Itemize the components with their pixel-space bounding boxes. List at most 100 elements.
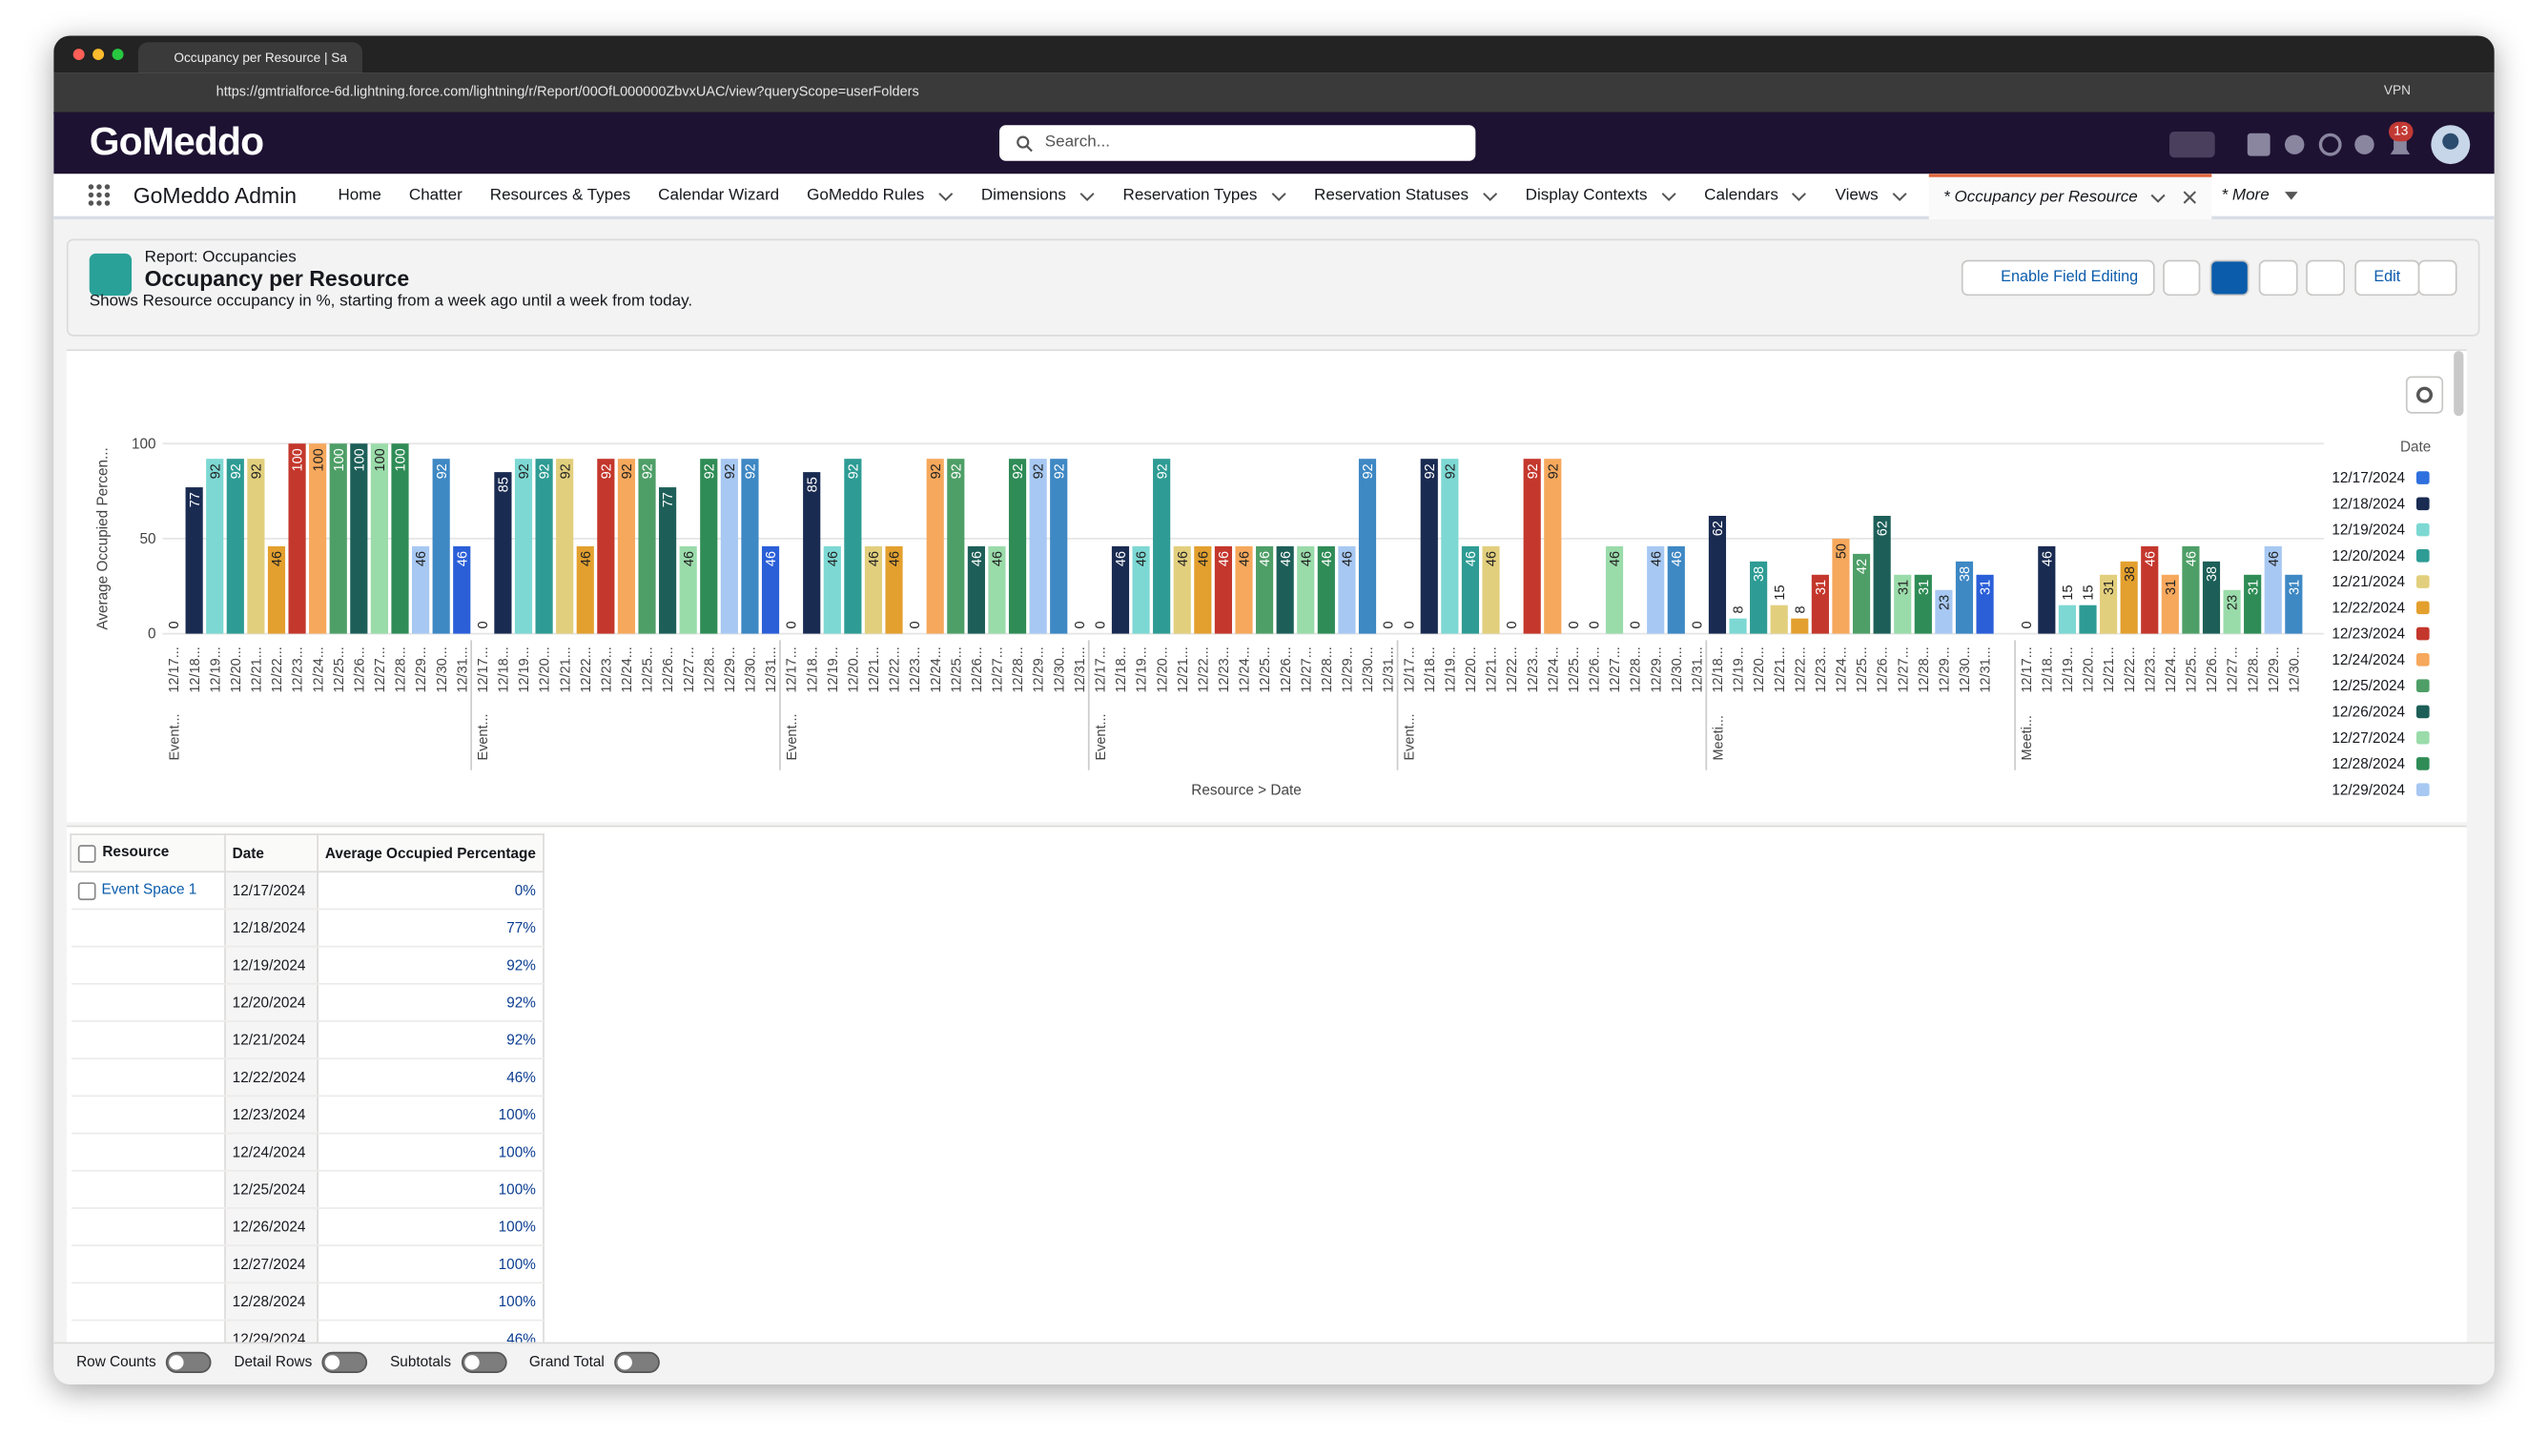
- nav-item[interactable]: Home: [338, 186, 381, 205]
- nav-item[interactable]: Calendars: [1704, 186, 1778, 205]
- percentage-cell: 92%: [317, 1021, 545, 1060]
- nav-item[interactable]: Resources & Types: [489, 186, 631, 205]
- chart-settings-button[interactable]: [2405, 376, 2444, 414]
- more-tab[interactable]: * More: [2221, 186, 2270, 205]
- column-title[interactable]: Average Occupied Percentage: [324, 845, 536, 862]
- date-cell: 12/25/2024: [224, 1170, 318, 1209]
- data-label: 46: [2267, 551, 2282, 566]
- bar: [1276, 545, 1294, 634]
- active-tab[interactable]: * Occupancy per Resource: [1928, 174, 2212, 220]
- nav-item[interactable]: Chatter: [408, 186, 462, 205]
- x-tick-label: 12/31...: [1382, 646, 1397, 692]
- data-label: 92: [744, 463, 759, 479]
- tab-controls[interactable]: [2148, 190, 2204, 206]
- table-row: 12/28/2024 100%: [71, 1282, 545, 1322]
- data-label: 46: [1485, 551, 1500, 566]
- nav-item[interactable]: Views: [1835, 186, 1879, 205]
- data-label: 46: [1608, 551, 1623, 566]
- bar: [1111, 545, 1130, 634]
- toggle-switch[interactable]: [321, 1351, 368, 1373]
- minimize-button[interactable]: [92, 49, 105, 61]
- nav-item[interactable]: Display Contexts: [1525, 186, 1648, 205]
- date-cell: 12/22/2024: [224, 1058, 318, 1097]
- data-label: 0: [1505, 621, 1520, 628]
- column-title[interactable]: Resource: [102, 844, 170, 861]
- resource-link[interactable]: Event Space 1: [101, 881, 197, 898]
- nav-item[interactable]: Calendar Wizard: [658, 186, 780, 205]
- column-header[interactable]: Date: [224, 833, 319, 873]
- toggle-switch[interactable]: [165, 1351, 212, 1373]
- data-label: 92: [517, 463, 532, 479]
- data-label: 62: [1711, 521, 1726, 536]
- close-button[interactable]: [72, 49, 85, 61]
- edit-button[interactable]: Edit: [2354, 259, 2420, 297]
- active-tab-label[interactable]: * Occupancy per Resource: [1943, 188, 2138, 207]
- notification-badge[interactable]: 13: [2389, 121, 2414, 142]
- refresh-button[interactable]: [2306, 259, 2346, 297]
- bar: [1441, 459, 1459, 634]
- browser-tab[interactable]: Occupancy per Resource | Sa: [137, 42, 363, 73]
- x-tick-label: 12/21...: [558, 646, 573, 692]
- dropdown-arrow[interactable]: [937, 192, 954, 205]
- dropdown-arrow[interactable]: [1270, 192, 1286, 205]
- bar: [411, 545, 430, 634]
- table-row: 12/20/2024 92%: [71, 983, 545, 1022]
- checkbox[interactable]: [77, 844, 96, 863]
- x-tick-label: 12/23...: [1526, 646, 1541, 692]
- column-header[interactable]: Resource: [70, 833, 226, 873]
- zoom-button[interactable]: [112, 49, 124, 61]
- resource-cell: [71, 1133, 226, 1172]
- chart-button[interactable]: [2209, 259, 2250, 297]
- nav-item[interactable]: GoMeddo Rules: [807, 186, 925, 205]
- dropdown-arrow[interactable]: [1079, 192, 1096, 205]
- more-arrow[interactable]: [2283, 190, 2299, 203]
- legend-swatch: [2415, 497, 2430, 511]
- x-tick-label: 12/22...: [270, 646, 285, 692]
- percentage-cell: 0%: [317, 872, 545, 911]
- logo[interactable]: GoMeddo: [89, 120, 264, 165]
- more-actions-button[interactable]: [2417, 259, 2457, 297]
- legend-swatch: [2415, 626, 2430, 641]
- bar: [1914, 574, 1932, 634]
- dropdown-arrow[interactable]: [1891, 192, 1907, 205]
- url[interactable]: https://gmtrialforce-6d.lightning.force.…: [216, 82, 919, 99]
- checkbox[interactable]: [76, 881, 95, 900]
- dropdown-arrow[interactable]: [1792, 192, 1808, 205]
- search-button[interactable]: [2163, 259, 2201, 297]
- filter-button[interactable]: [2258, 259, 2298, 297]
- nav-item[interactable]: Reservation Types: [1122, 186, 1258, 205]
- x-tick-label: 12/19...: [517, 646, 532, 692]
- app-launcher[interactable]: [86, 182, 112, 208]
- column-header[interactable]: Average Occupied Percentage: [317, 833, 545, 873]
- toggle-switch[interactable]: [614, 1351, 660, 1373]
- legend-swatch: [2415, 548, 2430, 563]
- data-label: 62: [1876, 521, 1891, 536]
- data-label: 31: [2246, 580, 2261, 595]
- x-tick-label: 12/30...: [1361, 646, 1376, 692]
- toggle-label: Row Counts: [76, 1353, 156, 1370]
- enable-editing-button[interactable]: Enable Field Editing: [1961, 259, 2155, 297]
- dropdown-arrow[interactable]: [1482, 192, 1498, 205]
- column-title[interactable]: Date: [232, 845, 264, 862]
- bar: [1029, 459, 1047, 634]
- data-label: 0: [1629, 621, 1644, 628]
- x-tick-label: 12/18...: [497, 646, 512, 692]
- bar: [1420, 459, 1438, 634]
- x-tick-label: 12/23...: [1814, 646, 1829, 692]
- vpn-label[interactable]: VPN: [2383, 82, 2411, 98]
- x-tick-label: 12/23...: [908, 646, 923, 692]
- nav-item[interactable]: Reservation Statuses: [1314, 186, 1469, 205]
- bar: [1297, 545, 1315, 634]
- x-tick-label: 12/24...: [929, 646, 944, 692]
- dropdown-arrow[interactable]: [1660, 192, 1676, 205]
- x-group-label: Event...: [785, 713, 800, 760]
- nav-item[interactable]: Dimensions: [980, 186, 1066, 205]
- toggle-switch[interactable]: [461, 1351, 506, 1373]
- data-label: 0: [2020, 621, 2035, 628]
- legend-swatch: [2415, 757, 2430, 770]
- data-label: 92: [641, 463, 656, 479]
- percentage-cell: 100%: [317, 1133, 545, 1172]
- bar: [803, 472, 821, 634]
- search-box[interactable]: Search...: [999, 125, 1476, 161]
